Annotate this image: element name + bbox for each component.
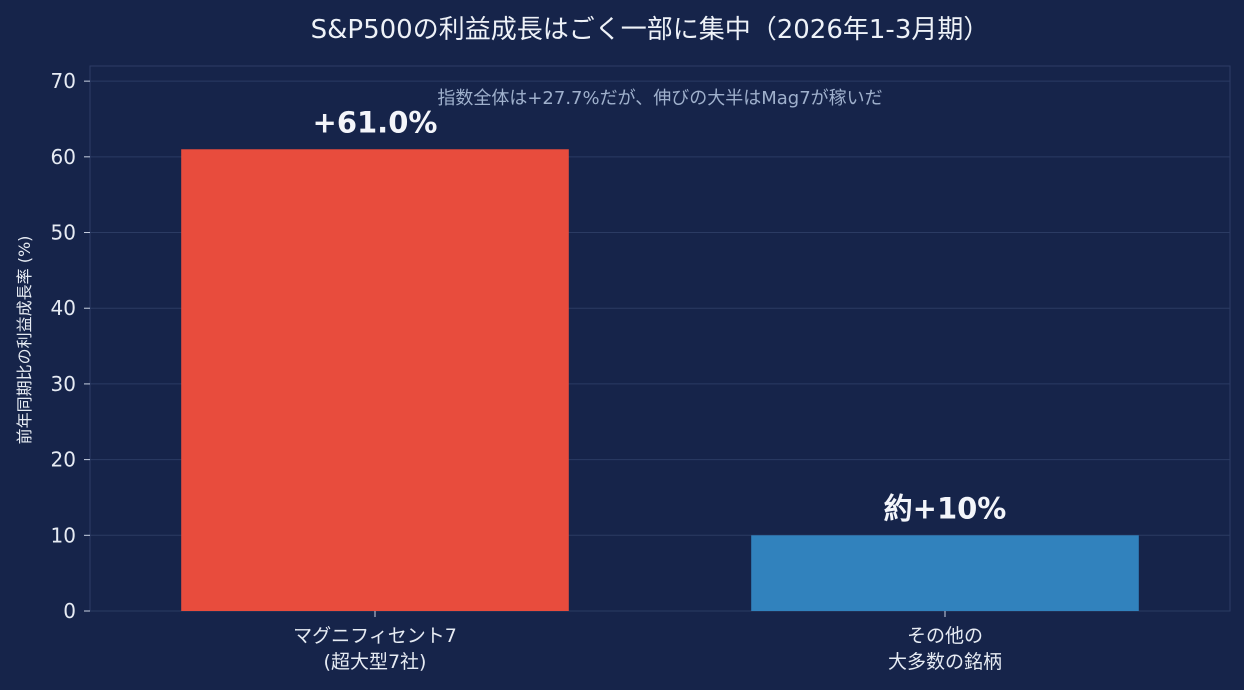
y-tick-label: 70 bbox=[51, 69, 76, 93]
y-tick-label: 60 bbox=[51, 145, 76, 169]
x-category-label: その他の bbox=[907, 625, 983, 647]
chart-title: S&P500の利益成長はごく一部に集中（2026年1-3月期） bbox=[311, 15, 990, 45]
y-tick-label: 0 bbox=[63, 599, 76, 623]
bar-1-value-label: +61.0% bbox=[313, 105, 438, 139]
y-tick-label: 30 bbox=[51, 372, 76, 396]
bar-1 bbox=[181, 149, 569, 611]
bar-2-value-label: 約+10% bbox=[884, 491, 1007, 525]
axis-layer: 0 10 20 30 40 50 60 70 マグニフィセント7 (超大型7社) その他の大多数の銘… bbox=[51, 69, 1002, 673]
x-category-label: 大多数の銘柄 bbox=[888, 651, 1002, 673]
y-axis-label: 前年同期比の利益成長率 (%) bbox=[15, 236, 34, 445]
bar-layer: +61.0% 約+10% bbox=[181, 105, 1139, 611]
y-tick-label: 10 bbox=[51, 523, 76, 547]
y-tick-label: 20 bbox=[51, 448, 76, 472]
x-category-label: (超大型7社) bbox=[324, 651, 427, 673]
y-tick-label: 40 bbox=[51, 296, 76, 320]
bar-2 bbox=[751, 535, 1139, 611]
chart-subtitle: 指数全体は+27.7%だが、伸びの大半はMag7が稼いだ bbox=[437, 88, 882, 109]
y-tick-label: 50 bbox=[51, 221, 76, 245]
x-category-label: マグニフィセント7 bbox=[293, 625, 457, 647]
